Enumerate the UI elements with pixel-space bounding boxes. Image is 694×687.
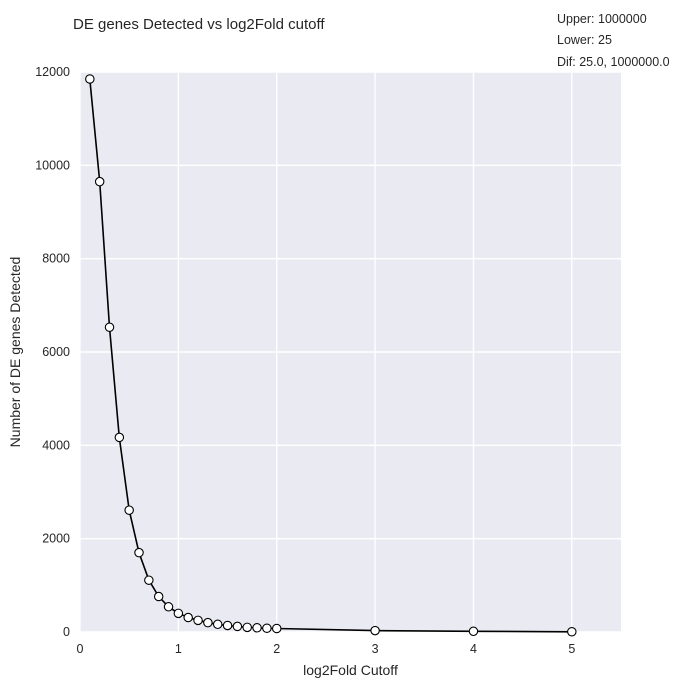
x-tick-label: 2 [273, 642, 280, 656]
data-point [222, 620, 233, 631]
grid [79, 71, 621, 633]
data-point [144, 575, 154, 585]
data-point [114, 432, 125, 443]
x-tick-label: 1 [175, 642, 182, 656]
y-tick-label: 0 [63, 625, 70, 639]
data-point [85, 74, 95, 84]
data-point [163, 602, 174, 612]
series-layer [85, 74, 577, 637]
y-tick-label: 10000 [35, 158, 70, 172]
x-tick-label: 0 [77, 642, 84, 656]
y-tick-label: 4000 [42, 438, 70, 452]
data-point [468, 626, 479, 637]
x-tick-label: 4 [470, 642, 477, 656]
y-axis-ticks: 0 2000 4000 6000 8000 10000 12000 [35, 65, 70, 639]
y-tick-label: 6000 [42, 345, 70, 359]
chart-title: DE genes Detected vs log2Fold cutoff [73, 16, 325, 33]
data-point [203, 617, 213, 628]
data-point [104, 322, 115, 333]
annotation-dif: Dif: 25.0, 1000000.0 [557, 55, 670, 69]
x-axis-label: log2Fold Cutoff [303, 662, 398, 678]
x-tick-label: 5 [568, 642, 575, 656]
y-axis-label: Number of DE genes Detected [7, 257, 23, 448]
data-point [370, 625, 380, 636]
data-point [262, 623, 272, 634]
y-tick-label: 8000 [42, 252, 70, 266]
data-point [252, 623, 262, 633]
data-point [567, 627, 577, 637]
x-tick-label: 3 [372, 642, 379, 656]
data-point [134, 547, 144, 558]
data-point [271, 623, 282, 634]
data-point [153, 591, 164, 602]
annotation-upper: Upper: 1000000 [557, 12, 647, 26]
data-point [94, 176, 105, 187]
data-point [212, 619, 223, 630]
data-point [193, 615, 203, 626]
annotation-lower: Lower: 25 [557, 33, 612, 47]
data-point [242, 622, 252, 633]
data-point [183, 612, 193, 623]
y-tick-label: 2000 [42, 532, 70, 546]
y-tick-label: 12000 [35, 65, 70, 79]
data-point [124, 505, 134, 515]
x-axis-ticks: 0 1 2 3 4 5 [77, 642, 576, 656]
data-point [173, 608, 184, 619]
data-point [232, 621, 243, 632]
